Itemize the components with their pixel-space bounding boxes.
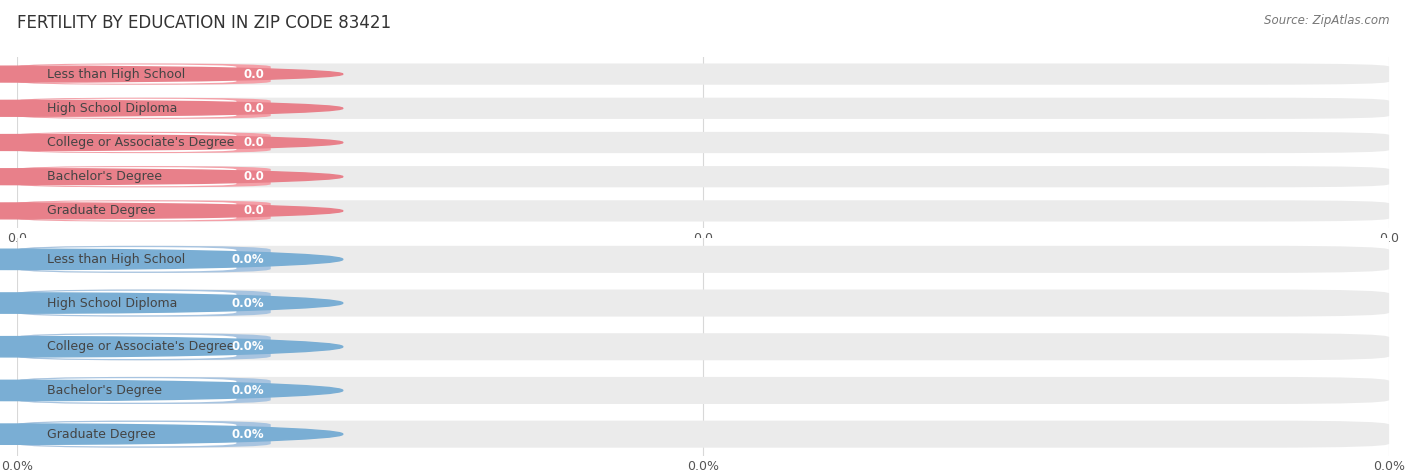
Text: Graduate Degree: Graduate Degree — [46, 204, 156, 218]
FancyBboxPatch shape — [17, 166, 1389, 187]
Text: 0.0: 0.0 — [243, 102, 264, 115]
Text: 0.0%: 0.0% — [231, 384, 264, 397]
Circle shape — [0, 134, 343, 151]
FancyBboxPatch shape — [28, 291, 236, 315]
Text: 0.0: 0.0 — [243, 204, 264, 218]
Circle shape — [0, 100, 343, 116]
FancyBboxPatch shape — [28, 378, 236, 403]
FancyBboxPatch shape — [17, 333, 1389, 361]
FancyBboxPatch shape — [28, 201, 236, 220]
FancyBboxPatch shape — [17, 200, 1389, 221]
FancyBboxPatch shape — [17, 98, 271, 119]
FancyBboxPatch shape — [17, 200, 271, 221]
Text: High School Diploma: High School Diploma — [46, 102, 177, 115]
Text: 0.0%: 0.0% — [231, 340, 264, 353]
FancyBboxPatch shape — [17, 377, 271, 404]
FancyBboxPatch shape — [28, 422, 236, 446]
Circle shape — [0, 424, 343, 444]
FancyBboxPatch shape — [28, 133, 236, 152]
Text: Graduate Degree: Graduate Degree — [46, 428, 156, 441]
Text: 0.0: 0.0 — [243, 67, 264, 81]
Text: Less than High School: Less than High School — [46, 67, 186, 81]
Text: Source: ZipAtlas.com: Source: ZipAtlas.com — [1264, 14, 1389, 27]
FancyBboxPatch shape — [17, 420, 271, 448]
Text: 0.0: 0.0 — [243, 136, 264, 149]
FancyBboxPatch shape — [17, 64, 1389, 85]
Text: 0.0%: 0.0% — [231, 296, 264, 310]
FancyBboxPatch shape — [17, 166, 271, 187]
Text: 0.0: 0.0 — [243, 170, 264, 183]
Circle shape — [0, 380, 343, 400]
Text: College or Associate's Degree: College or Associate's Degree — [46, 136, 235, 149]
Text: College or Associate's Degree: College or Associate's Degree — [46, 340, 235, 353]
FancyBboxPatch shape — [17, 289, 271, 317]
FancyBboxPatch shape — [28, 99, 236, 118]
FancyBboxPatch shape — [28, 334, 236, 359]
Circle shape — [0, 66, 343, 82]
Text: High School Diploma: High School Diploma — [46, 296, 177, 310]
Circle shape — [0, 249, 343, 269]
FancyBboxPatch shape — [17, 289, 1389, 317]
FancyBboxPatch shape — [17, 132, 271, 153]
FancyBboxPatch shape — [17, 333, 271, 361]
Text: Less than High School: Less than High School — [46, 253, 186, 266]
FancyBboxPatch shape — [28, 247, 236, 272]
Circle shape — [0, 169, 343, 185]
FancyBboxPatch shape — [17, 246, 271, 273]
Text: 0.0%: 0.0% — [231, 428, 264, 441]
FancyBboxPatch shape — [17, 64, 271, 85]
Text: Bachelor's Degree: Bachelor's Degree — [46, 384, 162, 397]
FancyBboxPatch shape — [17, 98, 1389, 119]
Text: 0.0%: 0.0% — [231, 253, 264, 266]
FancyBboxPatch shape — [17, 420, 1389, 448]
FancyBboxPatch shape — [28, 65, 236, 84]
FancyBboxPatch shape — [17, 246, 1389, 273]
Text: FERTILITY BY EDUCATION IN ZIP CODE 83421: FERTILITY BY EDUCATION IN ZIP CODE 83421 — [17, 14, 391, 32]
Circle shape — [0, 203, 343, 219]
FancyBboxPatch shape — [17, 377, 1389, 404]
FancyBboxPatch shape — [17, 132, 1389, 153]
Text: Bachelor's Degree: Bachelor's Degree — [46, 170, 162, 183]
Circle shape — [0, 337, 343, 357]
Circle shape — [0, 293, 343, 313]
FancyBboxPatch shape — [28, 167, 236, 186]
